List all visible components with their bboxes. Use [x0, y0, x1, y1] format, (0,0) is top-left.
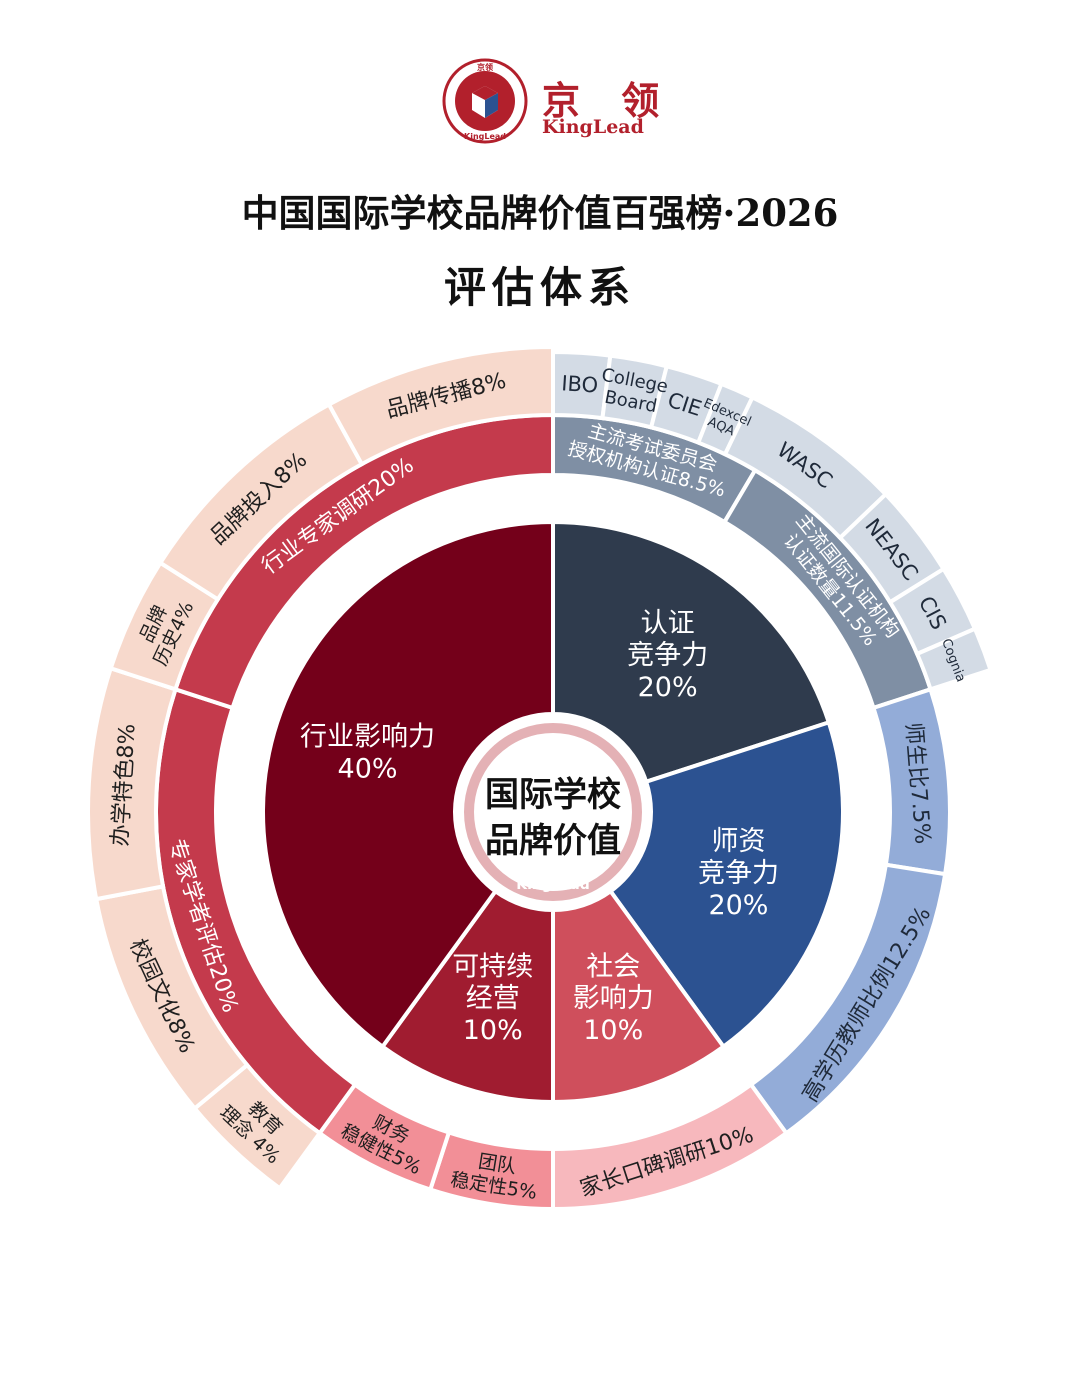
kinglead-logo: 京领 KingLead — [442, 58, 528, 144]
inner-0-label: 认证 — [641, 608, 695, 639]
inner-0-label: 20% — [638, 672, 698, 703]
logo-ring-text-top: 京领 — [477, 62, 493, 72]
center-badge-ring — [464, 723, 642, 901]
logo-ring-text-bottom: KingLead — [464, 132, 506, 141]
brand-name-cn: 京 领 — [542, 78, 674, 123]
center-badge-top-text: 京 领 — [535, 734, 570, 752]
inner-2-label: 影响力 — [573, 983, 654, 1014]
outer-cert-0-label: IBO — [561, 371, 599, 397]
inner-2-label: 10% — [583, 1015, 643, 1046]
inner-4-label: 行业影响力 — [300, 722, 435, 753]
inner-1-label: 师资 — [711, 826, 765, 857]
outer-industry-segment-5 — [326, 344, 555, 467]
center-circle — [455, 714, 651, 910]
page-title: 中国国际学校品牌价值百强榜·2026 — [241, 191, 839, 235]
page-subtitle: 评估体系 — [443, 263, 636, 312]
center-title-line2: 品牌价值 — [485, 821, 621, 861]
center-title-line1: 国际学校 — [485, 775, 621, 815]
inner-3-label: 可持续 — [452, 951, 533, 982]
inner-1-label: 竞争力 — [698, 858, 779, 889]
inner-2-label: 社会 — [586, 951, 640, 982]
inner-3-label: 10% — [463, 1015, 523, 1046]
outer-cert-segment-7 — [914, 626, 994, 692]
inner-3-label: 经营 — [466, 983, 520, 1014]
brand-name-en: KingLead — [542, 116, 644, 138]
inner-1-label: 20% — [708, 890, 768, 921]
inner-4-label: 40% — [338, 753, 398, 784]
inner-0-label: 竞争力 — [627, 640, 708, 671]
center-badge-bottom-text: KingLead — [516, 877, 590, 893]
